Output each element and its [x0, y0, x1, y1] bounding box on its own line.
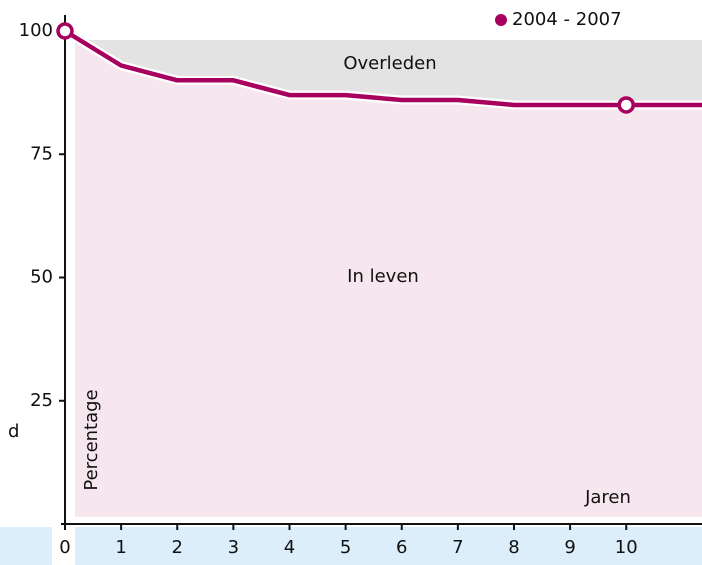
x-tick-label: 3 [228, 537, 239, 558]
x-tick-label: 4 [284, 537, 295, 558]
x-tick-label: 8 [508, 537, 519, 558]
point-marker [617, 96, 635, 114]
legend-label: 2004 - 2007 [512, 9, 622, 30]
axis-band [0, 527, 52, 565]
area-label: Overleden [343, 53, 436, 74]
x-tick-label: 6 [396, 537, 407, 558]
deceased-area [75, 31, 702, 105]
point-marker [56, 22, 74, 40]
x-tick-label: 0 [59, 537, 70, 558]
x-tick-label: 9 [564, 537, 575, 558]
y-tick-label: 75 [30, 143, 53, 164]
x-tick-label: 2 [172, 537, 183, 558]
y-tick-label: 25 [30, 390, 53, 411]
y-tick-label: 100 [19, 20, 53, 41]
area-label: In leven [347, 266, 419, 287]
x-tick-label: 10 [615, 537, 638, 558]
axis-band [75, 527, 702, 565]
legend-swatch [495, 14, 507, 26]
y-tick-label: 50 [30, 267, 53, 288]
cut-text: d [8, 421, 19, 442]
alive-area [65, 31, 702, 517]
line [63, 29, 702, 108]
x-tick-label: 1 [115, 537, 126, 558]
x-tick-label: 7 [452, 537, 463, 558]
x-axis-label: Jaren [584, 487, 631, 508]
y-axis-label: Percentage [81, 389, 102, 490]
x-tick-label: 5 [340, 537, 351, 558]
